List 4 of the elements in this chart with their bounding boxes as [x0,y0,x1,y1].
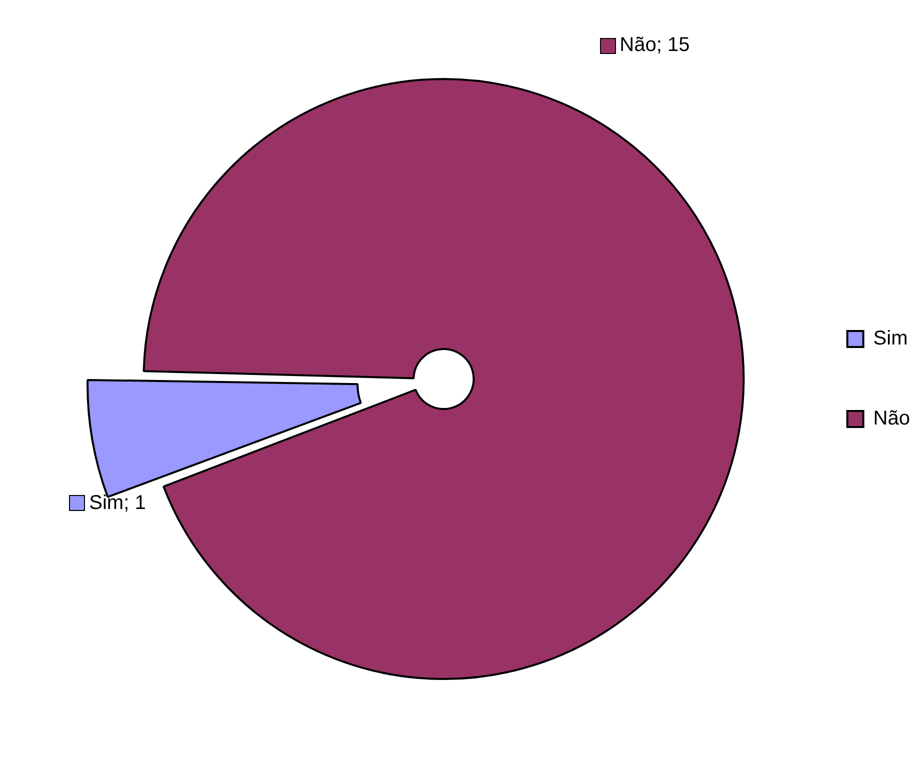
legend-label: Não [873,408,910,430]
data-label: Sim; 1 [89,492,146,514]
legend-label: Sim [873,328,908,350]
data-label: Não; 15 [620,34,690,57]
